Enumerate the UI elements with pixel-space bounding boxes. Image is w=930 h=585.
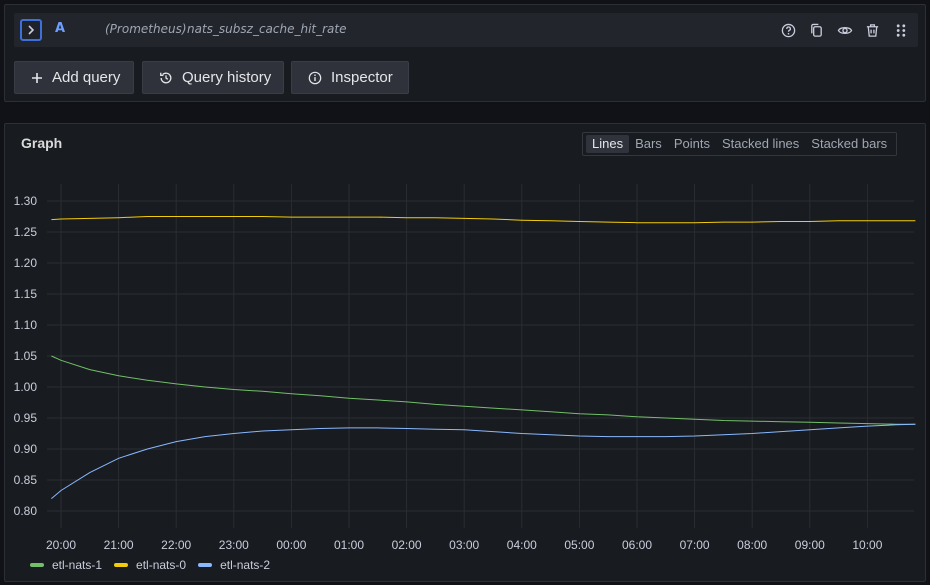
drag-handle-icon[interactable] bbox=[891, 22, 910, 39]
y-tick-label: 1.20 bbox=[14, 256, 38, 270]
series-line-etl-nats-2[interactable] bbox=[51, 423, 916, 499]
legend-swatch bbox=[114, 563, 129, 567]
inspector-button[interactable]: Inspector bbox=[291, 61, 409, 94]
add-query-label: Add query bbox=[52, 69, 121, 86]
visualization-type-toggle: Lines Bars Points Stacked lines Stacked bars bbox=[582, 132, 898, 156]
chevron-right-icon bbox=[28, 25, 35, 35]
y-tick-label: 1.10 bbox=[14, 318, 38, 332]
query-history-label: Query history bbox=[182, 69, 272, 86]
query-row-actions bbox=[779, 22, 910, 39]
x-tick-label: 03:00 bbox=[449, 538, 479, 552]
legend-swatch bbox=[30, 563, 44, 567]
query-datasource: (Prometheus) bbox=[105, 22, 187, 36]
legend-item-etl-nats-1[interactable]: etl-nats-1 bbox=[30, 558, 102, 572]
x-tick-label: 09:00 bbox=[795, 538, 825, 552]
y-tick-label: 0.95 bbox=[14, 411, 38, 425]
viz-option-bars[interactable]: Bars bbox=[635, 136, 662, 151]
y-tick-label: 0.80 bbox=[14, 504, 38, 518]
info-icon bbox=[308, 71, 322, 85]
x-tick-label: 08:00 bbox=[737, 538, 767, 552]
legend-swatch bbox=[198, 563, 213, 567]
query-expression: nats_subsz_cache_hit_rate bbox=[187, 22, 347, 36]
chart-legend: etl-nats-1 etl-nats-0 etl-nats-2 bbox=[30, 558, 270, 572]
query-row-header: A (Prometheus) nats_subsz_cache_hit_rate bbox=[14, 13, 918, 47]
legend-item-etl-nats-2[interactable]: etl-nats-2 bbox=[198, 558, 270, 572]
plus-icon bbox=[31, 72, 43, 84]
x-tick-label: 20:00 bbox=[46, 538, 76, 552]
x-tick-label: 07:00 bbox=[680, 538, 710, 552]
inspector-label: Inspector bbox=[331, 69, 393, 86]
x-tick-label: 01:00 bbox=[334, 538, 364, 552]
legend-label: etl-nats-0 bbox=[136, 558, 187, 572]
x-tick-label: 05:00 bbox=[564, 538, 594, 552]
x-tick-label: 22:00 bbox=[161, 538, 191, 552]
query-history-button[interactable]: Query history bbox=[142, 61, 284, 94]
help-icon[interactable] bbox=[779, 22, 798, 39]
duplicate-icon[interactable] bbox=[807, 22, 826, 39]
trash-icon[interactable] bbox=[863, 22, 882, 39]
x-tick-label: 02:00 bbox=[392, 538, 422, 552]
y-tick-label: 1.30 bbox=[14, 194, 38, 208]
y-tick-label: 1.25 bbox=[14, 225, 38, 239]
y-tick-label: 1.05 bbox=[14, 349, 38, 363]
series-line-etl-nats-1[interactable] bbox=[51, 355, 916, 425]
graph-title: Graph bbox=[21, 135, 63, 151]
x-tick-label: 23:00 bbox=[219, 538, 249, 552]
history-icon bbox=[159, 71, 173, 85]
graph-panel: 0.80 0.85 0.90 0.95 1.00 1.05 1.10 1.15 1.20 1.25… bbox=[4, 123, 926, 582]
legend-label: etl-nats-1 bbox=[52, 558, 103, 572]
viz-option-points[interactable]: Points bbox=[673, 136, 710, 151]
time-series-chart[interactable]: 0.80 0.85 0.90 0.95 1.00 1.05 1.10 1.15 1.20 1.25… bbox=[5, 124, 927, 583]
x-tick-label: 21:00 bbox=[104, 538, 134, 552]
query-ref-id[interactable]: A bbox=[55, 21, 66, 36]
y-tick-label: 0.90 bbox=[14, 442, 38, 456]
collapse-query-button[interactable] bbox=[20, 19, 42, 41]
x-tick-label: 04:00 bbox=[507, 538, 537, 552]
x-tick-label: 06:00 bbox=[622, 538, 652, 552]
series-line-etl-nats-0[interactable] bbox=[51, 216, 916, 224]
y-tick-label: 0.85 bbox=[14, 473, 38, 487]
legend-label: etl-nats-2 bbox=[220, 558, 271, 572]
viz-option-stacked-lines[interactable]: Stacked lines bbox=[721, 136, 800, 151]
x-tick-label: 10:00 bbox=[852, 538, 882, 552]
viz-option-lines[interactable]: Lines bbox=[586, 135, 630, 153]
x-tick-label: 00:00 bbox=[276, 538, 306, 552]
query-editor-panel: A (Prometheus) nats_subsz_cache_hit_rate bbox=[4, 4, 926, 102]
viz-option-stacked-bars[interactable]: Stacked bars bbox=[811, 136, 888, 151]
y-tick-label: 1.00 bbox=[14, 380, 38, 394]
y-tick-label: 1.15 bbox=[14, 287, 38, 301]
add-query-button[interactable]: Add query bbox=[14, 61, 134, 94]
eye-icon[interactable] bbox=[835, 22, 854, 39]
legend-item-etl-nats-0[interactable]: etl-nats-0 bbox=[114, 558, 186, 572]
